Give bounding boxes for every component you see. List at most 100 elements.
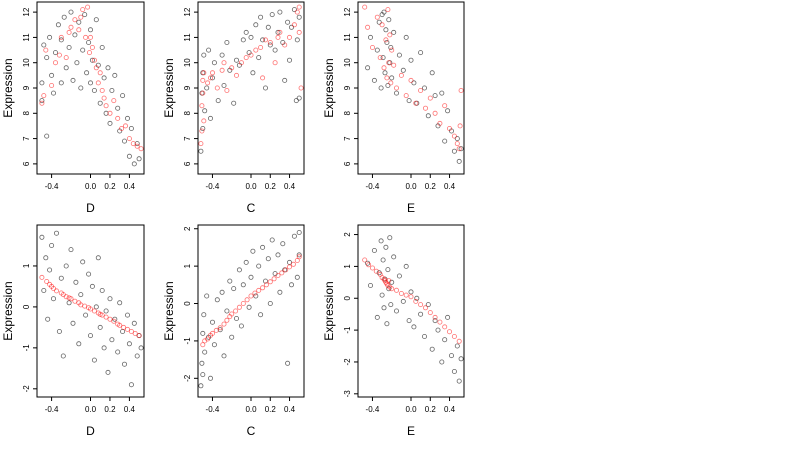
- fitted-point: [413, 298, 419, 304]
- observed-point: [387, 235, 393, 241]
- fitted-point: [205, 80, 211, 86]
- fitted-point: [263, 282, 269, 288]
- fitted-point: [385, 7, 391, 13]
- observed-point: [406, 98, 412, 104]
- x-tick-label: 0.2: [265, 405, 277, 414]
- observed-point: [365, 65, 371, 71]
- fitted-point: [99, 312, 105, 318]
- observed-point: [282, 77, 288, 83]
- observed-point: [49, 72, 55, 78]
- fitted-point: [398, 72, 404, 78]
- observed-point: [231, 100, 237, 106]
- fitted-point: [219, 67, 225, 73]
- fitted-point: [252, 290, 258, 296]
- x-tick-label: -0.4: [45, 405, 59, 414]
- fitted-point: [422, 105, 428, 111]
- observed-point: [138, 345, 144, 351]
- x-axis-label: C: [247, 424, 256, 438]
- fitted-point: [296, 29, 302, 35]
- observed-point: [286, 57, 292, 63]
- fitted-point: [121, 324, 127, 330]
- fitted-point: [200, 90, 206, 96]
- observed-point: [384, 321, 390, 327]
- observed-point: [199, 360, 205, 366]
- observed-point: [250, 248, 256, 254]
- fitted-point: [408, 294, 414, 300]
- observed-point: [371, 77, 377, 83]
- fitted-point: [446, 126, 452, 132]
- series-fitted: [39, 274, 142, 339]
- observed-point: [80, 47, 86, 53]
- observed-point: [236, 267, 242, 273]
- fitted-point: [53, 60, 59, 66]
- observed-point: [70, 77, 76, 83]
- fitted-point: [458, 88, 464, 94]
- observed-point: [97, 324, 103, 330]
- y-tick-label: 12: [343, 7, 352, 16]
- fitted-point: [39, 100, 45, 106]
- fitted-point: [49, 83, 55, 89]
- observed-point: [219, 52, 225, 58]
- x-tick-label: 0.0: [245, 405, 257, 414]
- series-observed: [39, 9, 142, 167]
- observed-point: [240, 37, 246, 43]
- series-fitted: [39, 4, 144, 152]
- fitted-point: [63, 55, 69, 61]
- x-tick-label: 0.2: [104, 182, 116, 191]
- fitted-point: [213, 327, 219, 333]
- fitted-point: [111, 98, 117, 104]
- fitted-point: [198, 141, 204, 147]
- x-tick-label: 0.4: [444, 182, 456, 191]
- observed-point: [101, 345, 107, 351]
- observed-point: [76, 341, 82, 347]
- observed-point: [429, 70, 435, 76]
- observed-point: [109, 337, 115, 343]
- observed-point: [381, 305, 387, 311]
- fitted-point: [388, 80, 394, 86]
- observed-point: [204, 85, 210, 91]
- y-tick-label: 0: [183, 301, 192, 306]
- observed-point: [74, 60, 80, 66]
- observed-point: [131, 320, 137, 326]
- fitted-point: [432, 314, 438, 320]
- observed-point: [389, 75, 395, 81]
- y-tick-label: 10: [22, 58, 31, 67]
- observed-point: [126, 341, 132, 347]
- y-tick-label: 11: [343, 33, 352, 42]
- fitted-point: [403, 93, 409, 99]
- observed-point: [58, 80, 64, 86]
- fitted-point: [260, 75, 266, 81]
- series-observed: [198, 229, 302, 389]
- observed-point: [380, 55, 386, 61]
- fitted-point: [296, 4, 302, 10]
- observed-point: [45, 316, 51, 322]
- observed-point: [93, 304, 99, 310]
- observed-point: [231, 286, 237, 292]
- observed-point: [200, 372, 206, 378]
- series-observed: [365, 235, 464, 384]
- fitted-point: [386, 60, 392, 66]
- y-tick-label: 7: [22, 136, 31, 141]
- fitted-point: [221, 321, 227, 327]
- fitted-point: [389, 47, 395, 53]
- fitted-point: [199, 128, 205, 134]
- observed-point: [200, 126, 206, 132]
- fitted-point: [365, 24, 371, 30]
- fitted-point: [88, 306, 94, 312]
- observed-point: [403, 34, 409, 40]
- fitted-point: [393, 287, 399, 293]
- fitted-point: [244, 297, 250, 303]
- observed-point: [125, 115, 131, 121]
- y-tick-label: 6: [183, 161, 192, 166]
- fitted-point: [56, 52, 62, 58]
- observed-point: [411, 80, 417, 86]
- observed-point: [393, 90, 399, 96]
- observed-point: [211, 60, 217, 66]
- observed-point: [265, 24, 271, 30]
- observed-point: [201, 312, 207, 318]
- observed-point: [456, 158, 462, 164]
- fitted-point: [298, 85, 304, 91]
- fitted-point: [369, 265, 375, 271]
- observed-point: [385, 267, 391, 273]
- x-tick-label: 0.0: [405, 405, 417, 414]
